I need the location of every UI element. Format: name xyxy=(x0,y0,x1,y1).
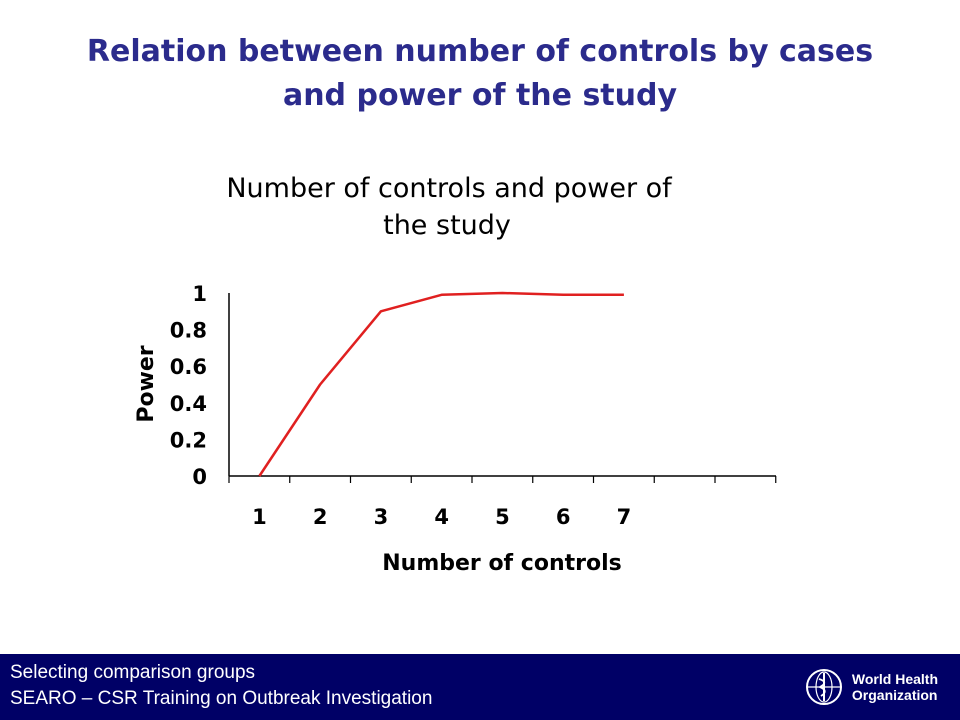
power-line-chart: Number of controls and power of the stud… xyxy=(134,173,777,576)
who-emblem-icon xyxy=(805,669,842,705)
y-tick-label: 0.6 xyxy=(170,355,207,379)
x-tick-label: 5 xyxy=(495,505,510,529)
x-tick-label: 3 xyxy=(374,505,389,529)
y-tick-label: 1 xyxy=(192,282,207,306)
slide-title-line-2: and power of the study xyxy=(282,78,678,113)
slide-title: Relation between number of controls by c… xyxy=(40,30,920,118)
y-axis-label: Power xyxy=(134,345,159,422)
y-tick-label: 0.8 xyxy=(170,319,207,343)
y-tick-label: 0 xyxy=(192,465,207,489)
footer-line-2: SEARO – CSR Training on Outbreak Investi… xyxy=(10,688,433,709)
x-axis-label: Number of controls xyxy=(382,551,621,576)
who-logo: World Health Organization xyxy=(804,667,938,707)
who-name-line-1: World Health xyxy=(851,671,938,687)
footer-text: Selecting comparison groups SEARO – CSR … xyxy=(10,660,432,712)
x-tick-label: 1 xyxy=(252,505,267,529)
x-tick-label: 6 xyxy=(556,505,571,529)
y-tick-label: 0.4 xyxy=(170,392,207,416)
x-axis-ticks xyxy=(228,476,777,483)
footer-bar: Selecting comparison groups SEARO – CSR … xyxy=(0,654,960,720)
chart-title-line-1: Number of controls and power of xyxy=(226,173,673,204)
who-name-line-2: Organization xyxy=(851,687,938,703)
x-tick-label: 7 xyxy=(617,505,632,529)
y-tick-label: 0.2 xyxy=(170,428,207,452)
power-series-line xyxy=(258,291,624,477)
x-tick-label: 2 xyxy=(313,505,328,529)
series-group xyxy=(258,291,624,477)
x-tick-label: 4 xyxy=(434,505,449,529)
footer-line-1: Selecting comparison groups xyxy=(10,662,256,683)
slide-title-line-1: Relation between number of controls by c… xyxy=(86,34,874,69)
who-name: World Health Organization xyxy=(852,671,938,703)
y-tick-labels: 1 0.8 0.6 0.4 0.2 0 xyxy=(170,282,207,489)
chart-title-line-2: the study xyxy=(383,210,511,241)
x-tick-labels: 1 2 3 4 5 6 7 xyxy=(252,505,631,529)
